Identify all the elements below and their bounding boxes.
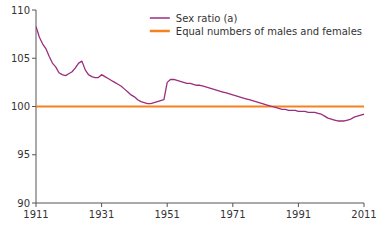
x-tick bbox=[101, 203, 102, 207]
y-tick-label: 105 bbox=[11, 53, 30, 64]
x-tick bbox=[364, 203, 365, 207]
y-tick bbox=[32, 154, 36, 155]
reference-line bbox=[36, 106, 364, 108]
y-tick-label: 110 bbox=[11, 5, 30, 16]
y-tick bbox=[32, 10, 36, 11]
x-tick-label: 1951 bbox=[154, 209, 179, 220]
x-tick bbox=[167, 203, 168, 207]
y-tick-label: 100 bbox=[11, 101, 30, 112]
y-tick bbox=[32, 203, 36, 204]
x-tick-label: 1991 bbox=[286, 209, 311, 220]
x-tick-label: 1911 bbox=[23, 209, 48, 220]
legend: Sex ratio (a) Equal numbers of males and … bbox=[150, 13, 362, 37]
x-tick bbox=[36, 203, 37, 207]
plot-area bbox=[36, 26, 364, 121]
y-tick-label: 95 bbox=[17, 149, 30, 160]
chart: 1911 1931 1951 1971 1991 2011 90 95 100 105 110 Sex… bbox=[0, 0, 378, 227]
series-line bbox=[36, 26, 364, 121]
x-axis bbox=[36, 203, 364, 204]
legend-swatch bbox=[150, 17, 170, 19]
x-tick-label: 2011 bbox=[351, 209, 376, 220]
legend-label: Sex ratio (a) bbox=[176, 13, 238, 24]
y-tick-label: 90 bbox=[17, 198, 30, 209]
legend-label: Equal numbers of males and females bbox=[176, 26, 362, 37]
x-tick-label: 1971 bbox=[220, 209, 245, 220]
y-tick bbox=[32, 106, 36, 107]
legend-swatch bbox=[150, 30, 170, 33]
x-tick bbox=[232, 203, 233, 207]
x-tick bbox=[298, 203, 299, 207]
y-tick bbox=[32, 58, 36, 59]
x-tick-label: 1931 bbox=[89, 209, 114, 220]
